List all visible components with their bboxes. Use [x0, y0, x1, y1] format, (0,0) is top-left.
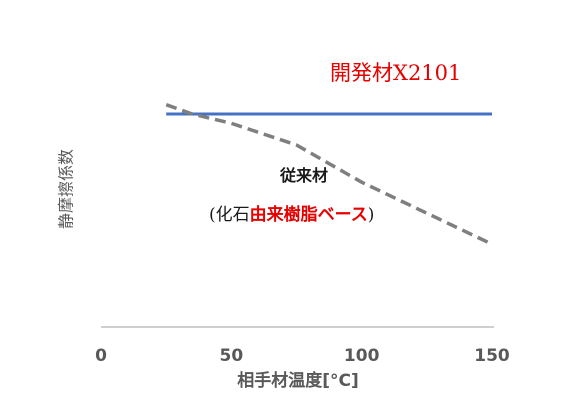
x-tick-label: 0	[95, 346, 107, 366]
series-lines	[165, 103, 493, 246]
series-note-conventional: (化石由来樹脂ベース)	[209, 204, 374, 225]
series-label-conventional: 従来材	[279, 166, 328, 185]
x-axis-title: 相手材温度[°C]	[237, 370, 359, 391]
note-highlight: 由来樹脂ベース	[250, 204, 368, 225]
x-tick-label: 100	[344, 346, 380, 366]
y-axis-title: 静摩擦係数	[57, 149, 76, 229]
series-label-dev-material: 開発材X2101	[330, 61, 461, 85]
x-tick-labels: 0 50 100 150	[95, 346, 510, 366]
x-tick-label: 50	[219, 346, 243, 366]
x-tick-label: 150	[474, 346, 510, 366]
note-suffix: )	[368, 205, 375, 225]
series-line-conventional	[165, 103, 493, 246]
note-prefix: (化石	[209, 205, 250, 225]
